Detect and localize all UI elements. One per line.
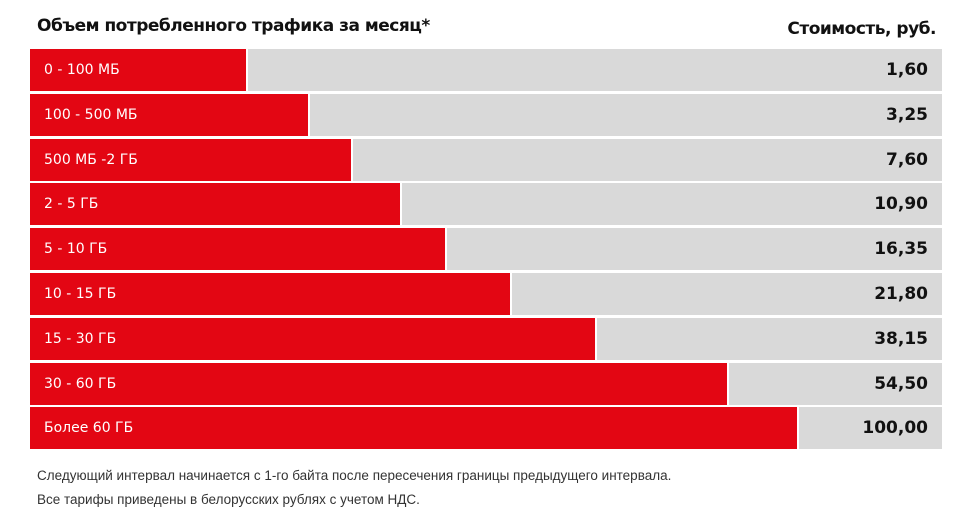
bar-value: 16,35 bbox=[874, 239, 928, 260]
bar bbox=[30, 362, 729, 405]
bar-row: 15 - 30 ГБ 38,15 bbox=[30, 317, 942, 360]
bar bbox=[30, 317, 598, 360]
bar-label: 2 - 5 ГБ bbox=[44, 196, 99, 213]
bar-label: 0 - 100 МБ bbox=[44, 62, 120, 78]
bar-value: 7,60 bbox=[886, 149, 928, 170]
chart-title: Объем потребленного трафика за месяц* bbox=[37, 16, 430, 36]
bar-value: 21,80 bbox=[874, 283, 928, 304]
bar-row: 500 МБ -2 ГБ 7,60 bbox=[30, 138, 942, 181]
bar-row: 100 - 500 МБ 3,25 bbox=[30, 93, 942, 136]
bar-label: 15 - 30 ГБ bbox=[44, 330, 117, 347]
footnote-vat: Все тарифы приведены в белорусских рубля… bbox=[37, 492, 420, 507]
bar-value: 1,60 bbox=[886, 60, 928, 80]
bar-row: Более 60 ГБ 100,00 bbox=[30, 407, 942, 450]
bar-label: 500 МБ -2 ГБ bbox=[44, 151, 138, 168]
cost-header: Стоимость, руб. bbox=[787, 19, 936, 39]
bar bbox=[30, 183, 403, 226]
bar-row: 5 - 10 ГБ 16,35 bbox=[30, 228, 942, 271]
bar-value: 3,25 bbox=[886, 104, 928, 125]
bar bbox=[30, 272, 512, 315]
bar-label: 10 - 15 ГБ bbox=[44, 285, 117, 302]
bar-label: Более 60 ГБ bbox=[44, 420, 134, 437]
bar bbox=[30, 49, 249, 91]
footnote-interval: Следующий интервал начинается с 1-го бай… bbox=[37, 468, 672, 483]
bar-value: 10,90 bbox=[874, 194, 928, 215]
bar-label: 100 - 500 МБ bbox=[44, 106, 138, 123]
bar-label: 5 - 10 ГБ bbox=[44, 241, 108, 258]
bar bbox=[30, 407, 799, 450]
bar-value: 38,15 bbox=[874, 328, 928, 349]
bar bbox=[30, 138, 354, 181]
bar-row: 30 - 60 ГБ 54,50 bbox=[30, 362, 942, 405]
bar-value: 100,00 bbox=[862, 418, 928, 439]
bar-row: 0 - 100 МБ 1,60 bbox=[30, 49, 942, 91]
bar-rows: 0 - 100 МБ 1,60 100 - 500 МБ 3,25 500 МБ -2 … bbox=[30, 49, 942, 452]
bar bbox=[30, 228, 447, 271]
bar-row: 2 - 5 ГБ 10,90 bbox=[30, 183, 942, 226]
bar-row: 10 - 15 ГБ 21,80 bbox=[30, 272, 942, 315]
bar-label: 30 - 60 ГБ bbox=[44, 375, 117, 392]
bar-value: 54,50 bbox=[874, 373, 928, 394]
bar bbox=[30, 93, 311, 136]
